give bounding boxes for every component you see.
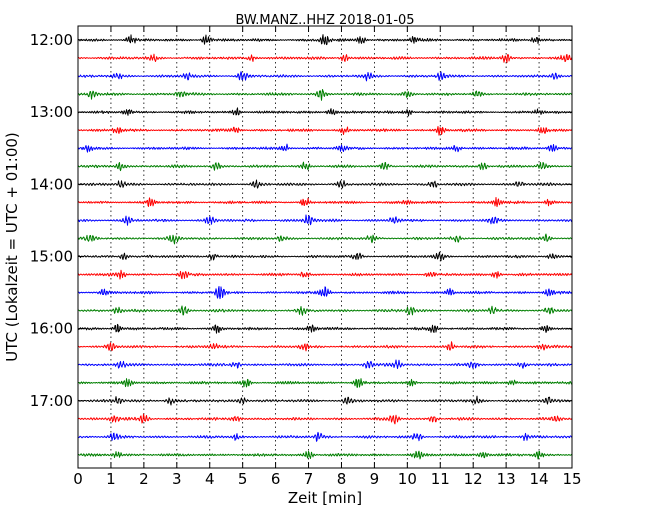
seismic-trace-1230: [77, 71, 573, 82]
y-tick-label: 16:00: [30, 320, 73, 338]
x-tick-label: 12: [464, 470, 483, 488]
x-tick-label: 4: [205, 470, 215, 488]
seismic-trace-1730: [77, 431, 573, 442]
x-tick-label: 2: [139, 470, 149, 488]
seismic-trace-1445: [77, 233, 573, 245]
x-tick-label: 7: [304, 470, 314, 488]
seismic-trace-1745: [77, 450, 573, 460]
x-tick-label: 1: [106, 470, 116, 488]
x-tick-label: 13: [497, 470, 516, 488]
seismic-trace-1530: [77, 286, 573, 300]
x-tick-label: 9: [370, 470, 380, 488]
y-axis-label: UTC (Lokalzeit = UTC + 01:00): [3, 132, 21, 362]
seismic-trace-1400: [77, 179, 573, 189]
seismic-trace-1545: [77, 305, 573, 316]
y-tick-label: 13:00: [30, 103, 73, 121]
trace-layer: [77, 34, 573, 460]
x-tick-label: 10: [398, 470, 417, 488]
x-tick-label: 3: [172, 470, 182, 488]
x-tick-label: 5: [238, 470, 248, 488]
seismic-trace-1415: [77, 196, 573, 208]
chart-title: BW.MANZ..HHZ 2018-01-05: [235, 13, 414, 28]
seismic-trace-1200: [77, 34, 573, 46]
x-tick-label: 8: [337, 470, 347, 488]
seismic-trace-1630: [77, 359, 573, 369]
seismic-trace-1300: [77, 107, 573, 117]
axis-ticks: 0 1 2 3 4 5 6 7 8 9 10 11 12 13 14 1512:0013:0014:0015:…: [30, 26, 582, 488]
x-axis-label: Zeit [min]: [288, 489, 362, 507]
seismic-trace-1700: [77, 395, 573, 406]
seismic-trace-1645: [77, 378, 573, 388]
seismic-trace-1715: [77, 413, 573, 425]
seismic-trace-1500: [77, 251, 573, 262]
seismic-trace-1345: [77, 161, 573, 172]
seismic-trace-1245: [77, 88, 573, 101]
x-tick-label: 15: [562, 470, 581, 488]
seismic-trace-1515: [77, 269, 573, 280]
plot-frame: [77, 25, 573, 469]
x-tick-label: 6: [271, 470, 281, 488]
seismic-trace-1615: [77, 341, 573, 352]
x-tick-label: 0: [73, 470, 83, 488]
seismic-trace-1600: [77, 323, 573, 334]
seismic-trace-1215: [77, 53, 573, 64]
grid-lines: [110, 26, 540, 468]
x-tick-label: 14: [530, 470, 549, 488]
y-tick-label: 17:00: [30, 392, 73, 410]
x-tick-label: 11: [431, 470, 450, 488]
seismic-trace-1315: [77, 126, 573, 136]
seismic-trace-1330: [77, 143, 573, 153]
y-tick-label: 14:00: [30, 175, 73, 193]
y-tick-label: 12:00: [30, 31, 73, 49]
seismic-trace-1430: [77, 214, 573, 226]
y-tick-label: 15:00: [30, 247, 73, 265]
